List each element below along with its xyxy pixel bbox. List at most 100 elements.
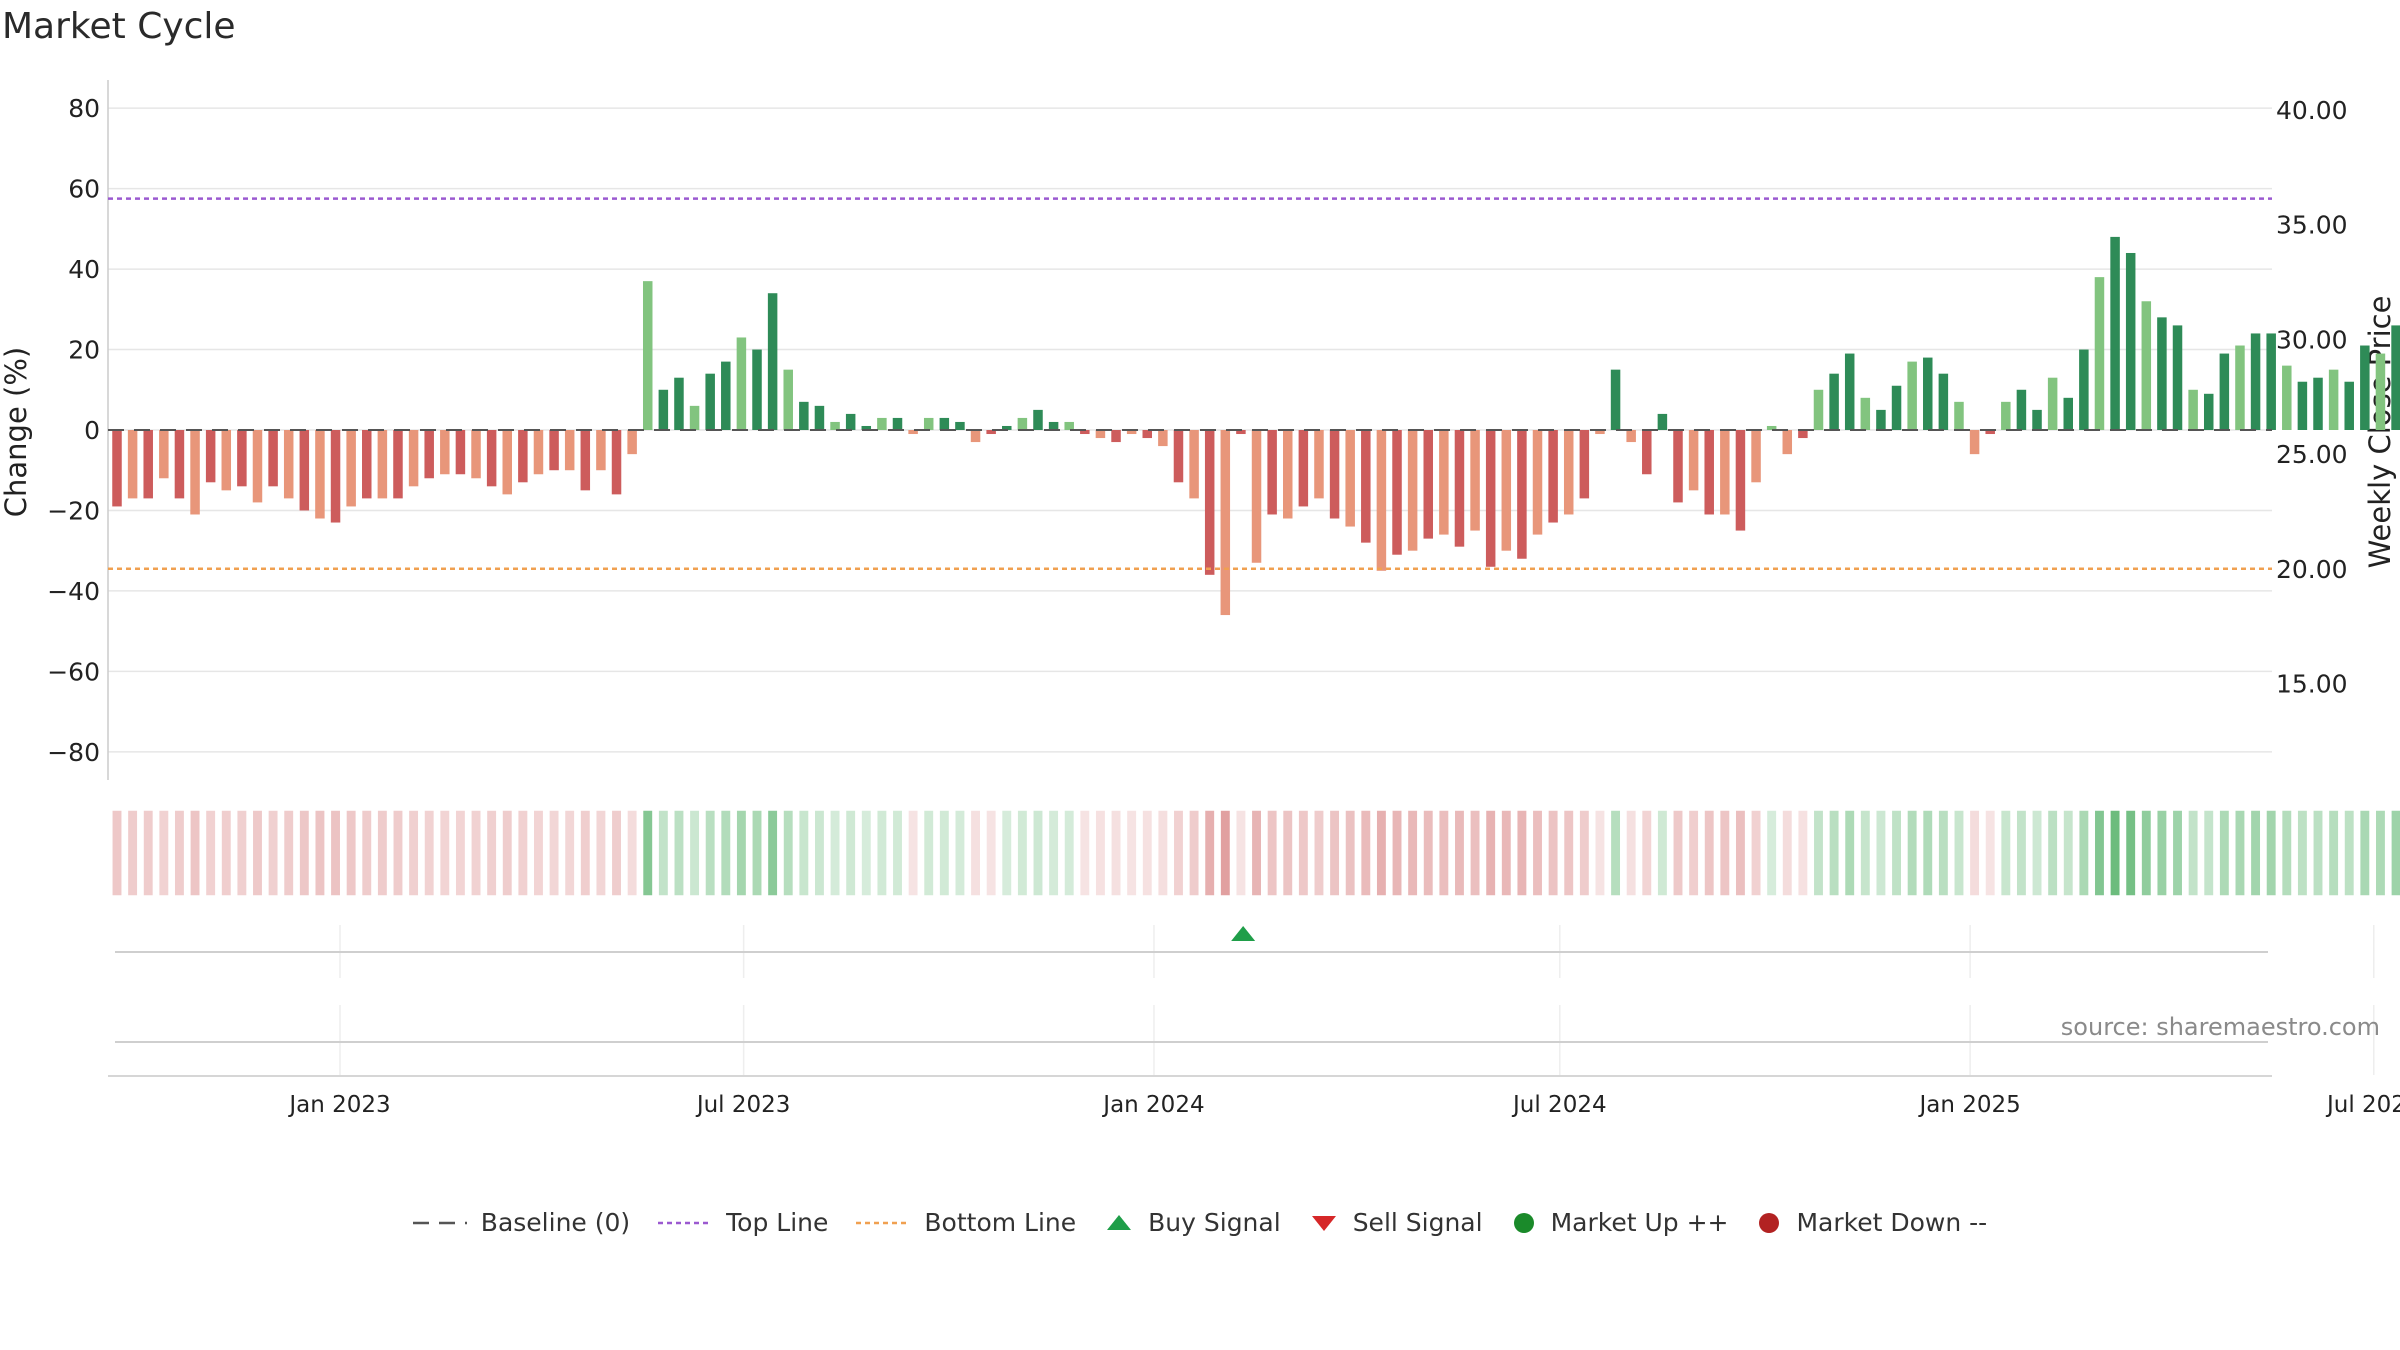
- cycle-strip-cell: [1000, 809, 1013, 897]
- cycle-strip-cell: [751, 809, 763, 897]
- bar: [736, 337, 747, 430]
- bar: [1204, 430, 1215, 575]
- cycle-strip-cell: [251, 809, 264, 897]
- right-y-tick-label: 30.00: [2276, 325, 2348, 354]
- cycle-strip-cell: [1297, 809, 1310, 897]
- cycle-strip-cell: [1313, 809, 1325, 897]
- bar: [611, 430, 622, 495]
- cycle-strip-cell: [1359, 809, 1372, 897]
- y-tick-label: −80: [47, 738, 100, 767]
- cycle-strip-cell: [1890, 809, 1903, 897]
- cycle-strip-cell: [548, 809, 561, 897]
- cycle-strip-cell: [126, 809, 139, 897]
- cycle-strip-cell: [1156, 809, 1169, 897]
- cycle-strip-cell: [2296, 809, 2309, 897]
- bar: [1080, 430, 1090, 435]
- bar: [1907, 361, 1917, 430]
- cycle-strip-cell: [2187, 809, 2200, 897]
- cycle-strip-cell: [1281, 809, 1294, 897]
- bar: [252, 430, 263, 503]
- cycle-strip-cell: [1203, 809, 1216, 897]
- y-tick-label: 60: [68, 175, 100, 204]
- bar: [1329, 430, 1340, 519]
- bar: [845, 413, 856, 430]
- cycle-strip-cell: [1547, 809, 1560, 897]
- cycle-strip-cell: [501, 809, 514, 897]
- bar: [2016, 389, 2027, 430]
- cycle-strip-cell: [2077, 809, 2090, 897]
- cycle-strip-cell: [1953, 809, 1965, 897]
- bar: [767, 293, 778, 430]
- bar: [1938, 373, 1949, 430]
- cycle-strip-cell: [1656, 809, 1669, 897]
- cycle-strip-cell: [1703, 809, 1716, 897]
- cycle-strip-cell: [1562, 809, 1575, 897]
- bar: [908, 430, 918, 435]
- bar: [440, 430, 450, 475]
- bar: [1579, 430, 1590, 499]
- cycle-strip-cell: [860, 809, 873, 897]
- bar: [627, 430, 637, 455]
- legend-item-buy: Buy Signal: [1104, 1208, 1281, 1237]
- cycle-strip-cell: [2171, 809, 2184, 897]
- bar: [1860, 397, 1871, 430]
- bar: [1314, 430, 1324, 499]
- bar: [1517, 430, 1527, 559]
- cycle-strip-cell: [1328, 809, 1341, 897]
- cycle-strip-cell: [516, 809, 529, 897]
- bar: [1548, 430, 1558, 523]
- cycle-strip-cell: [1984, 809, 1997, 897]
- bar: [174, 430, 185, 499]
- cycle-strip-cell: [563, 809, 576, 897]
- cycle-strip-cell: [813, 809, 826, 897]
- cycle-strip-cell: [1968, 809, 1981, 897]
- bar: [1407, 430, 1418, 551]
- bar: [2063, 397, 2073, 430]
- cycle-strip-cell: [907, 809, 920, 897]
- bar: [2219, 353, 2230, 430]
- cycle-strip-cell: [2093, 809, 2106, 897]
- bar: [1735, 430, 1746, 531]
- y-tick-label: −40: [47, 577, 100, 606]
- cycle-strip-cell: [844, 809, 857, 897]
- bar: [330, 430, 341, 523]
- cycle-strip-cell: [1750, 809, 1762, 897]
- cycle-strip-cell: [2358, 809, 2371, 897]
- bar: [377, 430, 388, 499]
- top-line-legend-icon: [658, 1213, 713, 1233]
- bar: [689, 405, 700, 430]
- cycle-strip-cell: [1999, 809, 2012, 897]
- cycle-strip-cell: [1016, 809, 1029, 897]
- x-tick-label: Jul 2024: [1511, 1092, 1607, 1118]
- x-tick-label: Jan 2024: [1101, 1092, 1204, 1118]
- bar: [2282, 365, 2292, 430]
- cycle-strip-cell: [875, 809, 888, 897]
- cycle-strip-cell: [423, 809, 436, 897]
- bar: [1095, 430, 1106, 439]
- cycle-strip-cell: [1219, 809, 1232, 897]
- bar: [127, 430, 138, 499]
- cycle-strip-cell: [782, 809, 795, 897]
- cycle-strip-cell: [1500, 809, 1513, 897]
- bar: [1829, 373, 1839, 430]
- cycle-strip-cell: [1250, 809, 1263, 897]
- bar: [1251, 430, 1262, 563]
- bar: [1423, 430, 1433, 539]
- bar: [2141, 301, 2152, 430]
- bar: [471, 430, 481, 479]
- cycle-strip-cell: [235, 809, 248, 897]
- cycle-strip-cell: [2218, 809, 2231, 897]
- bar: [1720, 430, 1730, 515]
- buy-triangle-icon: [1104, 1212, 1134, 1234]
- bar: [112, 430, 122, 507]
- cycle-strip-cell: [2140, 809, 2153, 897]
- bar: [2344, 381, 2354, 430]
- cycle-strip-cell: [938, 809, 951, 897]
- cycle-strip-cell: [891, 809, 904, 897]
- bar: [1985, 430, 1995, 435]
- cycle-strip-cell: [2343, 809, 2356, 897]
- cycle-strip-cell: [1718, 809, 1731, 897]
- legend-item-top: Top Line: [658, 1208, 828, 1237]
- cycle-strip-cell: [1344, 809, 1357, 897]
